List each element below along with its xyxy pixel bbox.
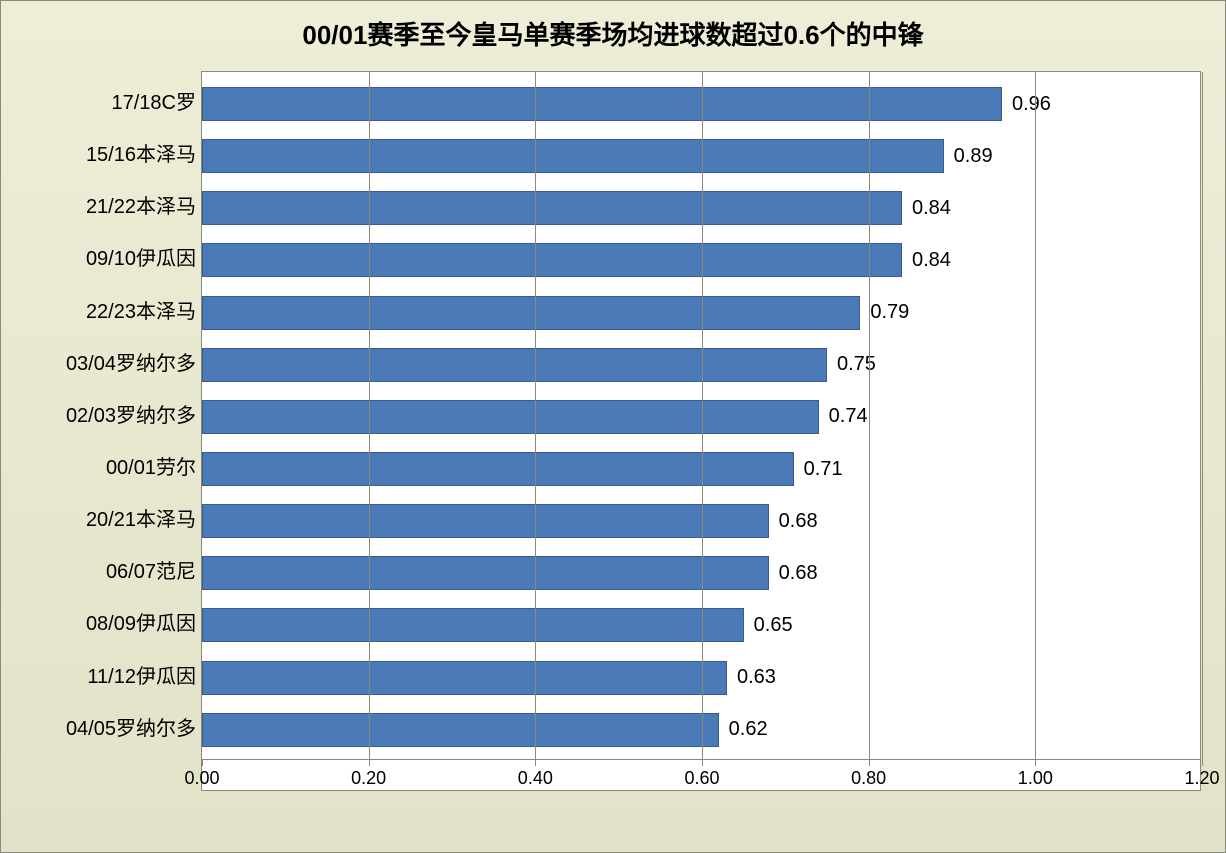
bar-row: 0.62 <box>202 713 1200 747</box>
chart-title: 00/01赛季至今皇马单赛季场均进球数超过0.6个的中锋 <box>1 1 1225 52</box>
y-axis-label: 11/12伊瓜因 <box>1 660 196 694</box>
bar-value-label: 0.79 <box>870 301 909 324</box>
bar <box>202 348 827 382</box>
bar-row: 0.96 <box>202 87 1200 121</box>
bar <box>202 87 1002 121</box>
bar <box>202 191 902 225</box>
gridline <box>869 72 870 760</box>
bar-row: 0.68 <box>202 504 1200 538</box>
bar-row: 0.84 <box>202 191 1200 225</box>
bar-value-label: 0.96 <box>1012 93 1051 116</box>
bar-value-label: 0.63 <box>737 666 776 689</box>
y-axis-label: 15/16本泽马 <box>1 138 196 172</box>
plot-area: 0.96 0.89 0.84 0.84 0.79 0.75 0.74 0.71 0.68 0.68… <box>201 71 1201 791</box>
y-axis-label: 04/05罗纳尔多 <box>1 712 196 746</box>
bar-row: 0.79 <box>202 296 1200 330</box>
bar-value-label: 0.62 <box>729 718 768 741</box>
bar-row: 0.75 <box>202 348 1200 382</box>
bar-row: 0.68 <box>202 556 1200 590</box>
chart-container: 00/01赛季至今皇马单赛季场均进球数超过0.6个的中锋 17/18C罗 15/1… <box>0 0 1226 853</box>
bar <box>202 296 860 330</box>
bar-value-label: 0.74 <box>829 405 868 428</box>
x-tick-label: 1.00 <box>1018 768 1053 789</box>
y-axis-label: 22/23本泽马 <box>1 295 196 329</box>
bar-row: 0.84 <box>202 243 1200 277</box>
bars-wrap: 0.96 0.89 0.84 0.84 0.79 0.75 0.74 0.71 0.68 0.68… <box>202 72 1200 762</box>
gridline <box>702 72 703 760</box>
bar <box>202 452 794 486</box>
bar <box>202 556 769 590</box>
bar-row: 0.63 <box>202 661 1200 695</box>
y-axis-label: 21/22本泽马 <box>1 190 196 224</box>
y-axis-label: 00/01劳尔 <box>1 451 196 485</box>
x-tick-label: 0.00 <box>184 768 219 789</box>
x-tick <box>535 760 536 766</box>
gridline <box>369 72 370 760</box>
y-axis-label: 06/07范尼 <box>1 555 196 589</box>
bar-value-label: 0.71 <box>804 458 843 481</box>
y-axis-label: 08/09伊瓜因 <box>1 607 196 641</box>
y-axis-label: 02/03罗纳尔多 <box>1 399 196 433</box>
x-axis: 0.000.200.400.600.801.001.20 <box>202 759 1200 790</box>
x-tick <box>869 760 870 766</box>
bar-value-label: 0.89 <box>954 145 993 168</box>
y-axis-label: 03/04罗纳尔多 <box>1 347 196 381</box>
gridline <box>1035 72 1036 760</box>
bar <box>202 661 727 695</box>
x-tick-label: 1.20 <box>1184 768 1219 789</box>
bar <box>202 139 944 173</box>
bar-value-label: 0.84 <box>912 197 951 220</box>
x-tick <box>202 760 203 766</box>
x-tick <box>702 760 703 766</box>
x-tick-label: 0.80 <box>851 768 886 789</box>
x-tick <box>369 760 370 766</box>
bar-value-label: 0.75 <box>837 353 876 376</box>
gridline <box>535 72 536 760</box>
y-axis-label: 17/18C罗 <box>1 86 196 120</box>
y-axis-label: 09/10伊瓜因 <box>1 242 196 276</box>
y-axis-label: 20/21本泽马 <box>1 503 196 537</box>
bar <box>202 608 744 642</box>
bar <box>202 504 769 538</box>
bar <box>202 713 719 747</box>
bar-row: 0.89 <box>202 139 1200 173</box>
bar-value-label: 0.84 <box>912 249 951 272</box>
bar-value-label: 0.68 <box>779 510 818 533</box>
gridline <box>1202 72 1203 760</box>
x-tick-label: 0.20 <box>351 768 386 789</box>
bar-row: 0.74 <box>202 400 1200 434</box>
x-tick <box>1202 760 1203 766</box>
bar-row: 0.65 <box>202 608 1200 642</box>
y-axis-labels: 17/18C罗 15/16本泽马 21/22本泽马 09/10伊瓜因 22/23本泽马 0… <box>1 71 196 761</box>
x-tick-label: 0.60 <box>684 768 719 789</box>
bar-row: 0.71 <box>202 452 1200 486</box>
bar-value-label: 0.68 <box>779 562 818 585</box>
bar-value-label: 0.65 <box>754 614 793 637</box>
x-tick-label: 0.40 <box>518 768 553 789</box>
x-tick <box>1035 760 1036 766</box>
bar <box>202 400 819 434</box>
bar <box>202 243 902 277</box>
